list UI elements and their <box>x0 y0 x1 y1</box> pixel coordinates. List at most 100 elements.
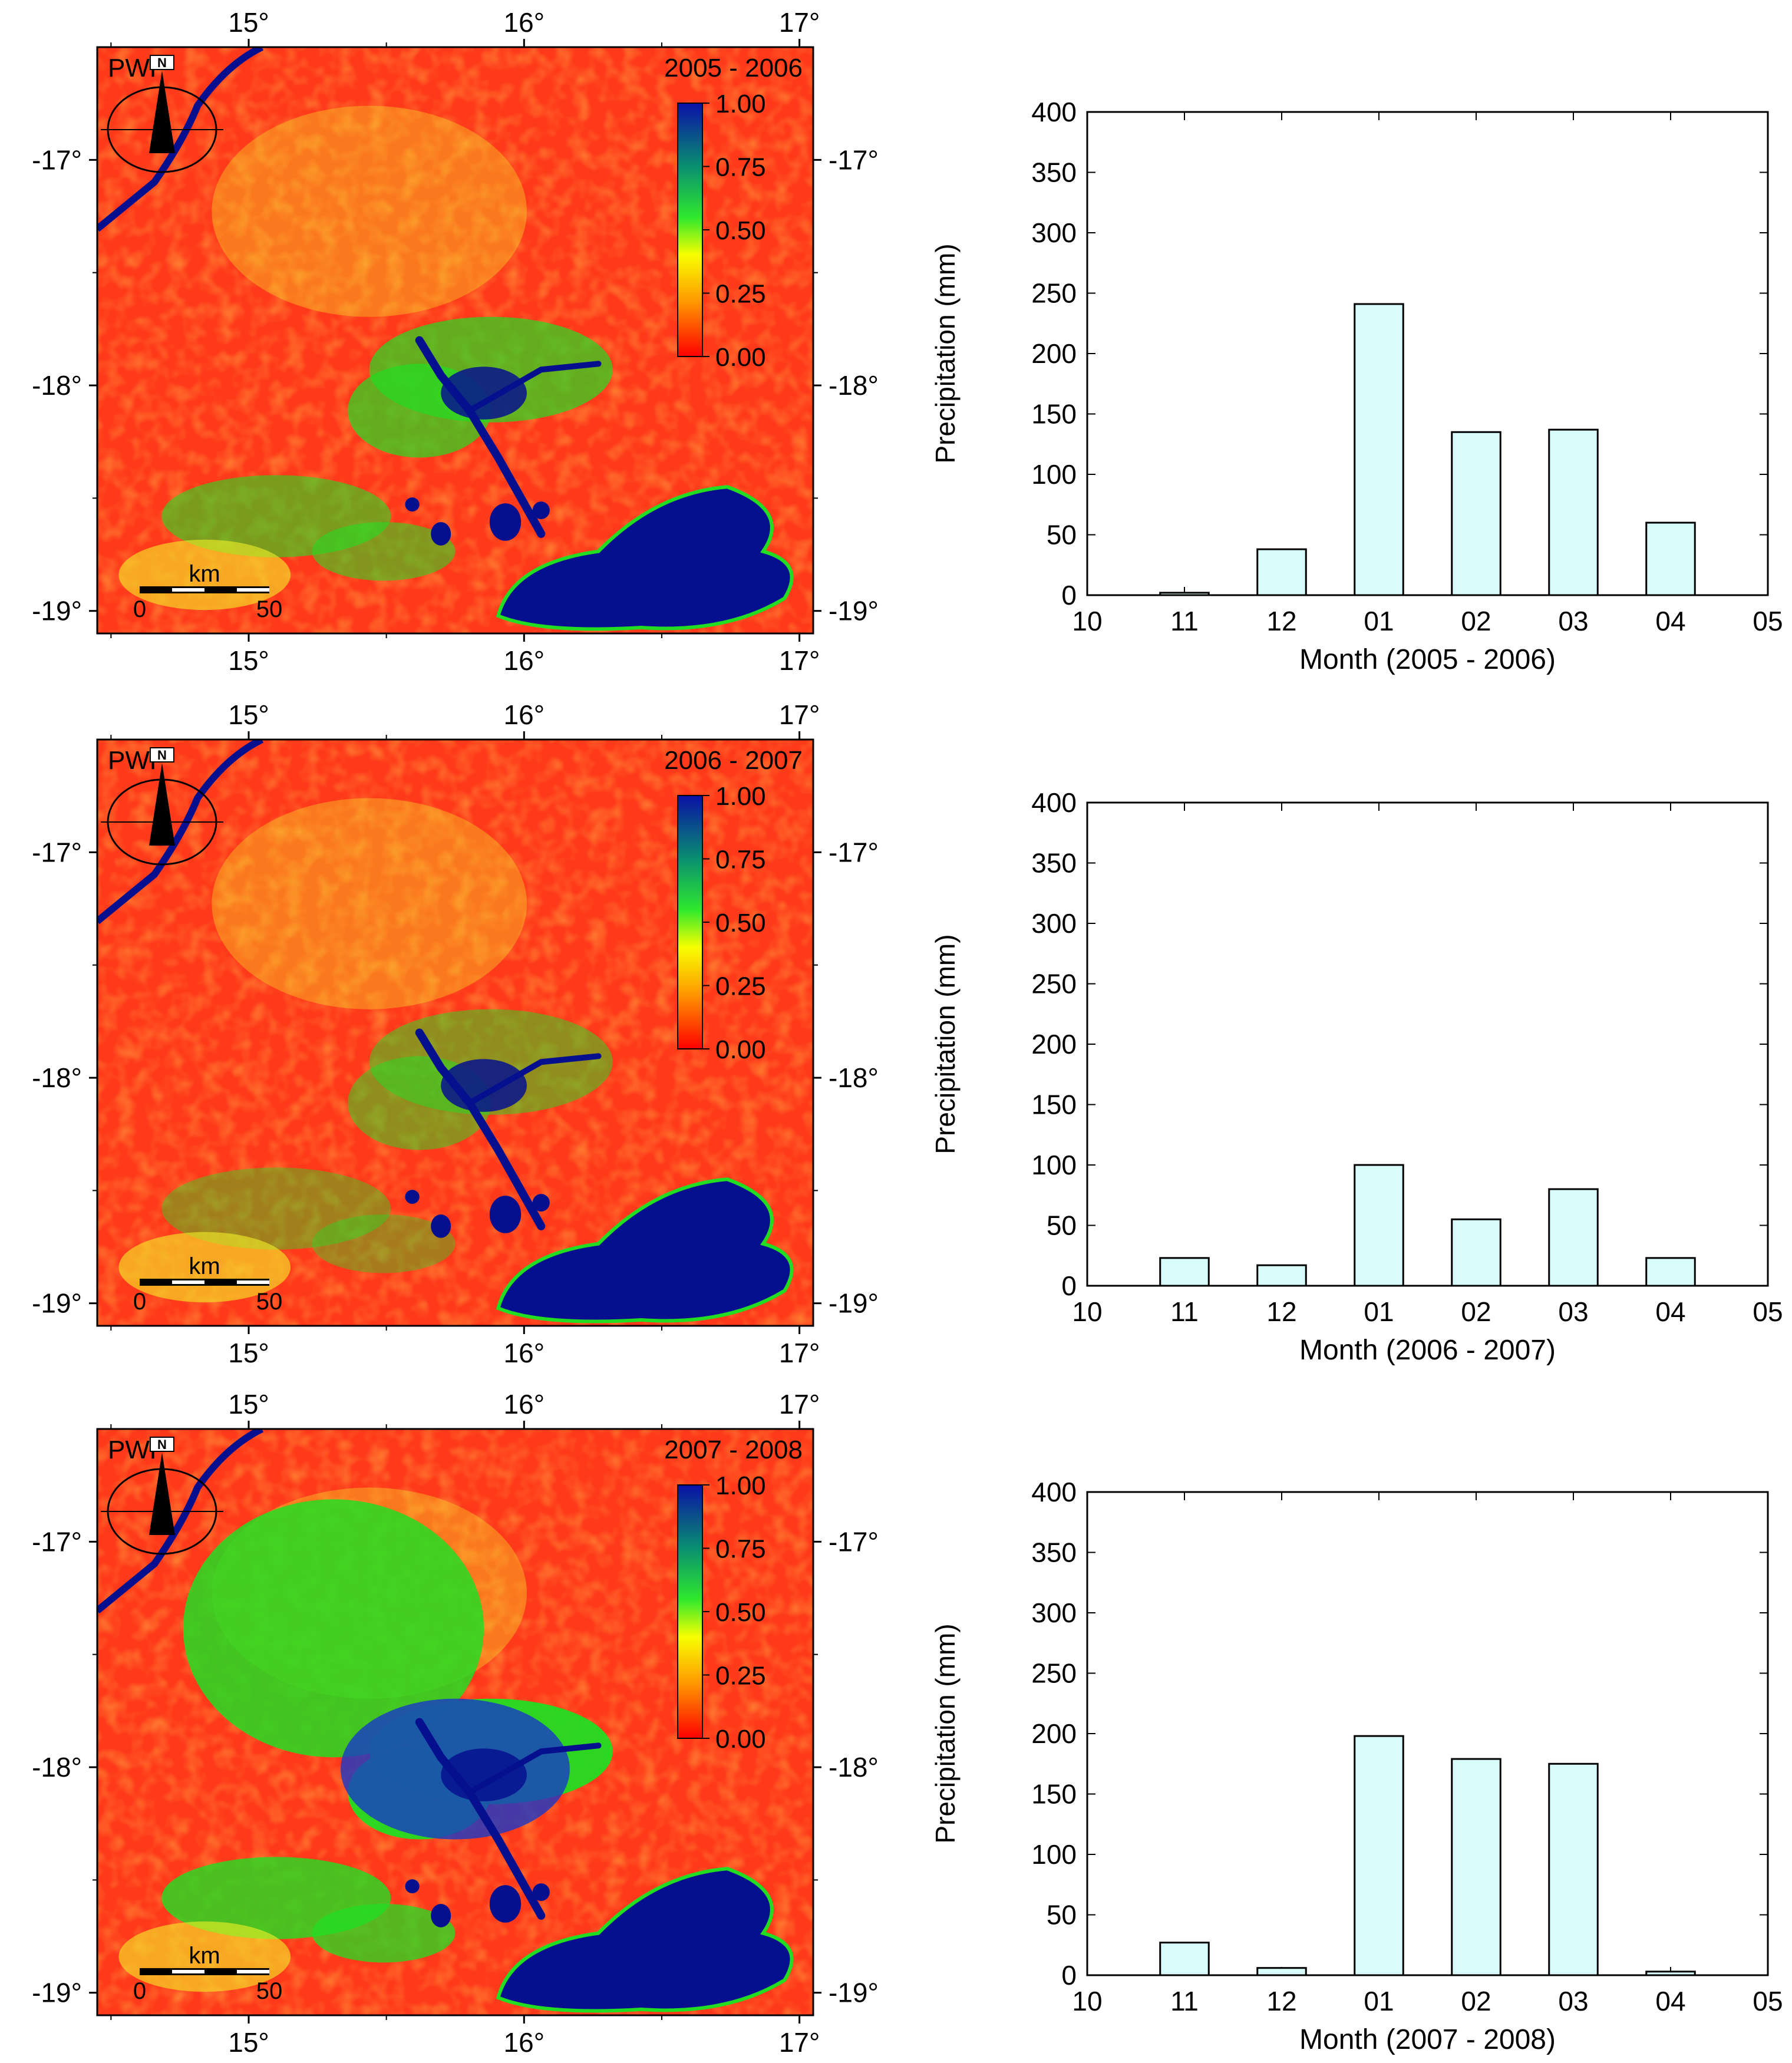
bar-04 <box>1645 1257 1696 1287</box>
vegetation-area <box>212 798 527 1009</box>
colorbar-label: 1.00 <box>715 1471 766 1500</box>
vegetation-area <box>183 1499 484 1758</box>
y-tick-label: 400 <box>1031 787 1077 818</box>
x-tick-label: 02 <box>1461 1296 1491 1327</box>
x-tick-label: 11 <box>1170 606 1199 636</box>
map-image <box>97 740 813 1326</box>
x-tick-label: 12 <box>1266 1296 1296 1327</box>
north-box <box>150 55 174 70</box>
bar-02 <box>1451 1218 1501 1287</box>
x-tick-label: 03 <box>1558 606 1588 636</box>
bar-03 <box>1548 1762 1599 1976</box>
pan <box>489 1196 522 1233</box>
vegetation-area <box>161 1167 391 1250</box>
river <box>97 1429 264 1614</box>
plot-frame <box>1086 1491 1769 1976</box>
y-axis-label: Precipitation (mm) <box>930 1623 961 1843</box>
scalebar-unit: km <box>189 1253 220 1279</box>
x-tick-label: 11 <box>1170 1296 1199 1327</box>
x-tick-label: 11 <box>1170 1986 1199 2016</box>
y-tick-label: 0 <box>1061 1270 1077 1301</box>
map-panel: 15° 15° 16° 16° 17° 17° -17° -17° -18° -18° -19° -1… <box>32 699 879 1368</box>
bar-12 <box>1256 1264 1307 1287</box>
scalebar-end: 50 <box>256 1978 283 2004</box>
scalebar-unit: km <box>189 561 220 587</box>
colorbar-label: 0.25 <box>715 1662 766 1691</box>
colorbar-label: 0.25 <box>715 280 766 309</box>
lat-label-right: -17° <box>829 1526 879 1557</box>
lon-label-top: 17° <box>779 699 820 730</box>
lat-label-left: -19° <box>32 1288 82 1319</box>
y-axis-label: Precipitation (mm) <box>930 243 961 463</box>
map-panel: 15° 15° 16° 16° 17° 17° -17° -17° -18° -18° -19° -1… <box>32 1389 879 2058</box>
y-tick-label: 100 <box>1031 1839 1077 1870</box>
lat-label-right: -18° <box>829 1752 879 1783</box>
lake <box>496 485 794 631</box>
bar-01 <box>1354 303 1404 596</box>
north-box <box>150 747 174 763</box>
lat-label-left: -19° <box>32 1978 82 2008</box>
y-tick-label: 350 <box>1031 1537 1077 1568</box>
lat-label-right: -17° <box>829 144 879 175</box>
lat-label-left: -17° <box>32 144 82 175</box>
lon-label-top: 15° <box>228 699 269 730</box>
y-tick-label: 250 <box>1031 969 1077 999</box>
scalebar-start: 0 <box>133 1289 146 1315</box>
map-period: 2007 - 2008 <box>664 1435 803 1464</box>
colorbar-label: 0.50 <box>715 1598 766 1627</box>
lat-label-right: -19° <box>829 1978 879 2008</box>
y-tick-label: 300 <box>1031 908 1077 939</box>
delta-fan <box>441 367 527 420</box>
pan <box>532 1883 550 1901</box>
x-tick-label: 10 <box>1072 1296 1102 1327</box>
colorbar <box>677 1484 703 1739</box>
scalebar-segment <box>237 1280 269 1284</box>
lat-label-left: -17° <box>32 837 82 867</box>
colorbar-label: 0.50 <box>715 216 766 245</box>
lake <box>496 1177 794 1323</box>
lake <box>496 1867 794 2013</box>
x-tick-label: 04 <box>1655 606 1685 636</box>
precip-chart: 0 50 100 150 200 250 300 350 400 10 11 12 01 02 03 04 05… <box>930 787 1783 1366</box>
y-tick-label: 350 <box>1031 848 1077 879</box>
x-tick-label: 10 <box>1072 606 1102 636</box>
lon-label-top: 16° <box>504 7 545 38</box>
lon-label-top: 17° <box>779 7 820 38</box>
colorbar-label: 0.00 <box>715 343 766 372</box>
y-tick-label: 150 <box>1031 1090 1077 1120</box>
y-tick-label: 150 <box>1031 399 1077 430</box>
y-tick-label: 350 <box>1031 157 1077 188</box>
lon-label-bottom: 16° <box>504 645 545 676</box>
lat-label-left: -18° <box>32 1062 82 1093</box>
y-tick-label: 400 <box>1031 97 1077 127</box>
colorbar-label: 0.75 <box>715 153 766 182</box>
y-tick-label: 0 <box>1061 580 1077 610</box>
x-tick-label: 04 <box>1655 1296 1685 1327</box>
map-image <box>97 47 813 633</box>
map-frame <box>96 1428 814 2016</box>
y-tick-label: 400 <box>1031 1477 1077 1507</box>
lon-label-top: 16° <box>504 1389 545 1420</box>
bar-01 <box>1354 1735 1404 1976</box>
y-tick-label: 300 <box>1031 217 1077 248</box>
lon-label-top: 17° <box>779 1389 820 1420</box>
delta-fan <box>441 1748 527 1801</box>
vegetation-area <box>312 1903 456 1963</box>
bar-11 <box>1159 592 1210 596</box>
y-tick-label: 50 <box>1047 520 1077 550</box>
y-tick-label: 200 <box>1031 1718 1077 1749</box>
lon-label-bottom: 15° <box>228 1338 269 1368</box>
lon-label-bottom: 15° <box>228 2027 269 2058</box>
x-tick-label: 04 <box>1655 1986 1685 2016</box>
colorbar-label: 1.00 <box>715 782 766 811</box>
plot-frame <box>1086 111 1769 596</box>
north-box <box>150 1437 174 1452</box>
x-tick-label: 02 <box>1461 1986 1491 2016</box>
colorbar-label: 1.00 <box>715 90 766 118</box>
north-letter: N <box>157 748 167 763</box>
scalebar-segment <box>172 1970 204 1973</box>
colorbar <box>677 103 703 357</box>
lat-label-right: -19° <box>829 1288 879 1319</box>
bar-04 <box>1645 1970 1696 1976</box>
